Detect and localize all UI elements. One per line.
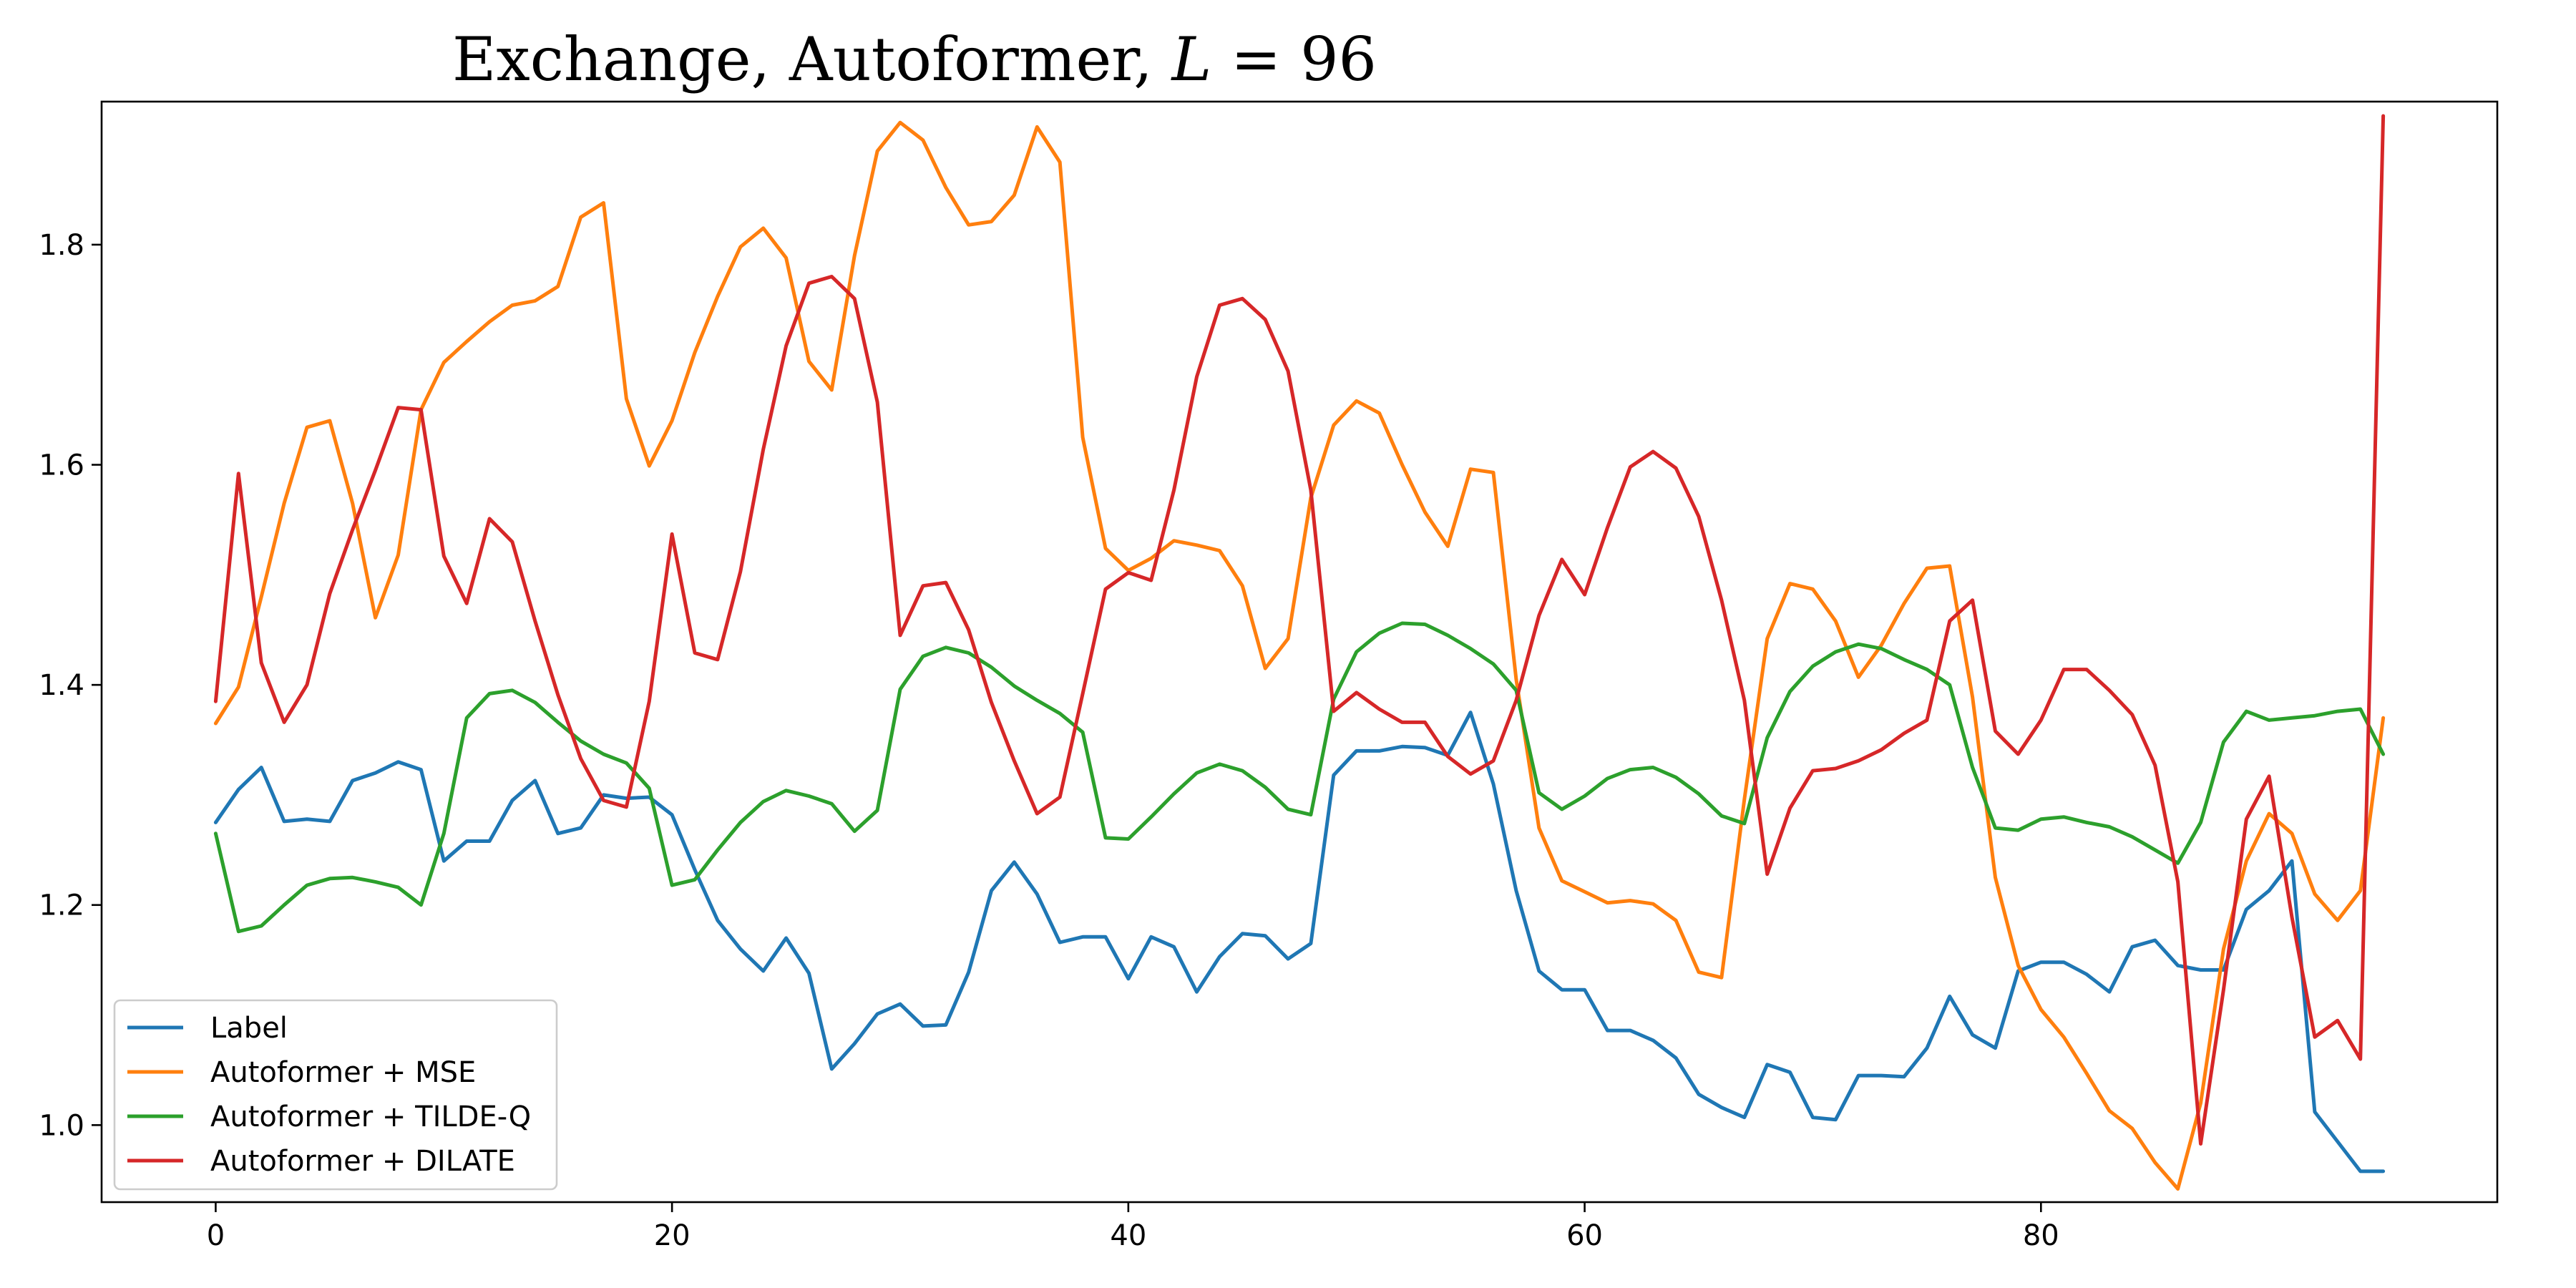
legend-box	[113, 999, 558, 1191]
series-line-3	[213, 114, 2386, 1146]
series-line-2	[213, 621, 2386, 934]
axis-ticks: 0 20 40 60 80 1.0 1.2 1.4 1.6 1.8	[39, 229, 2059, 1252]
series-layer	[213, 114, 2386, 1191]
y-tick-label-0: 1.0	[39, 1109, 84, 1142]
x-tick-label-1: 20	[654, 1219, 691, 1252]
legend-label-0: Label	[210, 1012, 288, 1045]
x-tick-label-0: 0	[207, 1219, 225, 1252]
legend: Label Autoformer + MSE Autoformer + TILDE-…	[113, 999, 558, 1191]
x-tick-label-3: 60	[1566, 1219, 1603, 1252]
legend-label-1: Autoformer + MSE	[210, 1056, 476, 1089]
legend-label-3: Autoformer + DILATE	[210, 1145, 515, 1178]
y-tick-label-3: 1.6	[39, 449, 84, 482]
y-tick-label-2: 1.4	[39, 669, 84, 702]
chart-title-suffix: = 96	[1211, 24, 1377, 94]
y-tick-label-1: 1.2	[39, 889, 84, 922]
plot-frame	[100, 100, 2499, 1204]
legend-label-2: Autoformer + TILDE-Q	[210, 1101, 531, 1133]
y-tick-label-4: 1.8	[39, 229, 84, 262]
chart-title: Exchange, Autoformer, L = 96	[452, 24, 1377, 94]
x-tick-label-4: 80	[2023, 1219, 2059, 1252]
chart-title-prefix: Exchange, Autoformer,	[452, 24, 1172, 94]
series-line-1	[213, 120, 2386, 1191]
x-tick-label-2: 40	[1110, 1219, 1146, 1252]
chart-title-variable: L	[1171, 24, 1212, 94]
